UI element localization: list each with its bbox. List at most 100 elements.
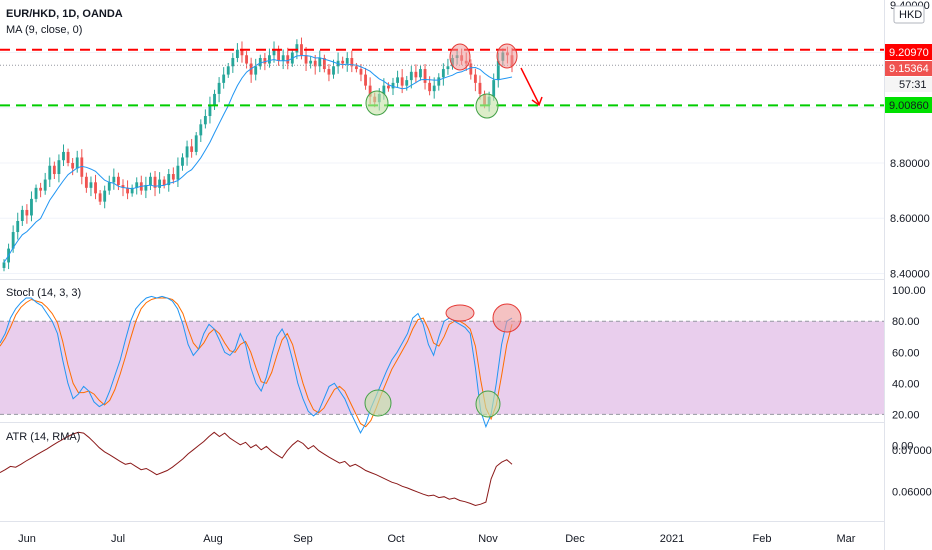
candle-body xyxy=(226,66,230,75)
candle-body xyxy=(121,185,125,188)
candle-body xyxy=(254,66,258,75)
price-tick-label: 8.40000 xyxy=(890,268,930,280)
candle-body xyxy=(387,85,390,89)
atr-tick-label: 0.07000 xyxy=(892,445,932,457)
time-tick-label: Aug xyxy=(203,533,223,545)
candle-body xyxy=(144,185,148,191)
countdown-tag xyxy=(885,77,932,92)
candle-body xyxy=(103,190,107,202)
candle-body xyxy=(400,77,404,86)
top-circle-annotation xyxy=(449,43,471,71)
bottom-circle-annotation xyxy=(475,93,499,119)
symbol-title: EUR/HKD, 1D, OANDA xyxy=(6,8,123,20)
candle-body xyxy=(2,262,6,268)
stoch-top-circle xyxy=(492,303,522,333)
candle-body xyxy=(98,193,102,202)
candle-body xyxy=(25,209,29,216)
stoch-d-line xyxy=(0,297,513,428)
candle-body xyxy=(364,74,367,86)
candle-body xyxy=(112,176,116,183)
atr-line xyxy=(0,431,513,507)
resistance-price-tag xyxy=(885,44,932,60)
stoch-top-circle xyxy=(445,304,475,322)
candle-body xyxy=(185,146,189,158)
candle-body xyxy=(437,77,441,86)
candle-body xyxy=(181,157,184,166)
candle-body xyxy=(171,174,175,180)
candle-body xyxy=(354,66,358,70)
moving-average-line xyxy=(3,55,513,263)
candle-body xyxy=(428,82,432,92)
candle-body xyxy=(332,66,335,75)
candle-body xyxy=(300,44,303,56)
candle-body xyxy=(345,58,349,64)
candle-body xyxy=(263,58,267,64)
candle-body xyxy=(48,165,52,180)
candle-body xyxy=(20,209,24,221)
candle-body xyxy=(350,58,354,67)
stoch-tick-label: 100.00 xyxy=(892,285,926,297)
stoch-tick-label: 40.00 xyxy=(892,378,920,390)
time-tick-label: Jun xyxy=(18,533,36,545)
stoch-tick-label: 60.00 xyxy=(892,347,920,359)
candle-body xyxy=(217,82,221,94)
time-tick-label: Oct xyxy=(387,533,404,545)
candle-body xyxy=(135,182,139,188)
candlestick-series xyxy=(2,37,514,272)
candle-body xyxy=(11,232,15,249)
candle-body xyxy=(258,58,262,67)
candle-body xyxy=(231,58,235,67)
candle-body xyxy=(414,71,418,78)
candle-body xyxy=(89,182,93,188)
candle-body xyxy=(318,58,322,67)
resistance-price-tag-label: 9.20970 xyxy=(889,47,929,59)
candle-body xyxy=(43,179,47,191)
candle-body xyxy=(423,69,427,83)
candle-body xyxy=(84,176,88,188)
time-tick-label: Mar xyxy=(837,533,856,545)
candle-body xyxy=(158,179,162,188)
stoch-tick-label: 0.00 xyxy=(892,440,913,452)
candle-body xyxy=(66,151,70,163)
currency-badge-label: HKD xyxy=(899,9,922,21)
time-tick-label: Jul xyxy=(111,533,125,545)
candle-body xyxy=(268,55,271,64)
candle-body xyxy=(409,71,413,81)
currency-badge[interactable] xyxy=(893,5,925,24)
candle-body xyxy=(149,176,152,186)
candle-body xyxy=(222,74,226,83)
candle-body xyxy=(39,187,43,191)
candle-body xyxy=(203,116,207,125)
candle-body xyxy=(75,157,79,169)
candle-body xyxy=(327,69,331,75)
stoch-overbought-oversold-band xyxy=(0,321,884,415)
candle-body xyxy=(492,80,496,97)
candle-body xyxy=(277,49,281,61)
stoch-tick-label: 80.00 xyxy=(892,316,920,328)
countdown-label: 57:31 xyxy=(899,79,927,91)
bottom-circle-annotation xyxy=(365,90,389,116)
candle-body xyxy=(432,85,436,92)
stoch-bottom-circle xyxy=(364,389,392,417)
candle-body xyxy=(199,124,203,136)
stoch-legend: Stoch (14, 3, 3) xyxy=(6,287,81,299)
last-price-tag xyxy=(885,61,932,76)
candle-body xyxy=(396,77,400,83)
price-grid xyxy=(0,51,884,274)
candle-body xyxy=(116,176,120,186)
candle-body xyxy=(107,182,111,191)
candle-body xyxy=(419,69,422,78)
candle-body xyxy=(62,151,65,161)
candle-body xyxy=(382,85,386,94)
candle-body xyxy=(16,220,20,233)
time-axis: Jun Jul Aug Sep Oct Nov Dec 2021 Feb Mar xyxy=(18,533,856,545)
last-price-tag-label: 9.15364 xyxy=(889,63,929,75)
candle-body xyxy=(30,198,33,216)
candle-body xyxy=(295,44,299,53)
top-circle-annotation xyxy=(496,43,518,69)
candle-body xyxy=(473,74,477,83)
candle-body xyxy=(469,63,473,75)
candle-body xyxy=(281,55,285,61)
candle-body xyxy=(405,80,409,86)
